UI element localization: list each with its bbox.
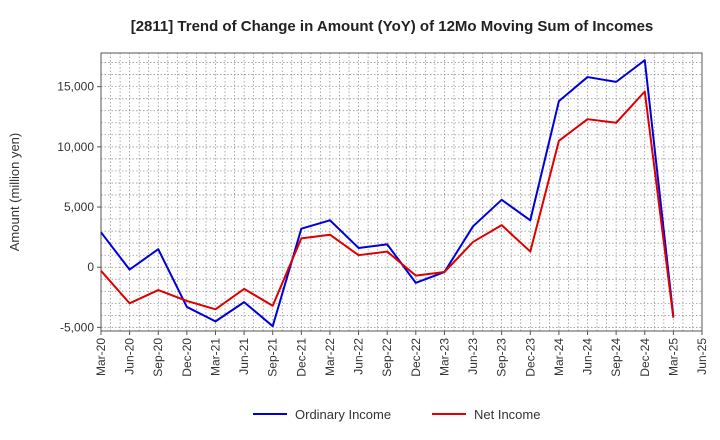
x-tick-label: Mar-20 (94, 338, 108, 376)
x-tick-label: Jun-22 (352, 338, 366, 375)
x-axis-ticks: Mar-20 Jun-20 Sep-20 Dec-20 Mar-21 Jun-21 Sep-… (94, 331, 709, 377)
series-line-net-income (100, 90, 675, 318)
x-tick-label: Mar-22 (323, 338, 337, 376)
x-tick-label: Jun-23 (466, 338, 480, 375)
y-axis-label: Amount (million yen) (7, 133, 22, 252)
x-tick-label: Dec-21 (294, 338, 308, 377)
y-tick-label: 10,000 (57, 140, 94, 154)
x-tick-label: Mar-24 (552, 338, 566, 376)
x-tick-label: Jun-25 (695, 338, 709, 375)
y-tick-label: 0 (87, 260, 94, 274)
x-tick-label: Sep-21 (266, 338, 280, 377)
x-tick-label: Jun-24 (581, 338, 595, 375)
chart-title: [2811] Trend of Change in Amount (YoY) o… (131, 18, 654, 35)
x-tick-label: Dec-20 (180, 338, 194, 377)
legend: Ordinary Income Net Income (253, 407, 540, 422)
x-tick-label: Jun-21 (237, 338, 251, 375)
legend-label-ordinary-income: Ordinary Income (295, 407, 391, 422)
x-tick-label: Jun-20 (123, 338, 137, 375)
y-tick-label: 15,000 (57, 80, 94, 94)
y-tick-label: 5,000 (64, 200, 94, 214)
x-tick-label: Dec-22 (409, 338, 423, 377)
grid (101, 53, 702, 331)
x-tick-label: Mar-23 (437, 338, 451, 376)
x-tick-label: Sep-23 (495, 338, 509, 377)
legend-label-net-income: Net Income (474, 407, 540, 422)
x-tick-label: Mar-21 (208, 338, 222, 376)
x-tick-label: Dec-23 (523, 338, 537, 377)
x-tick-label: Sep-20 (151, 338, 165, 377)
y-axis-ticks: -5,000 0 5,000 10,000 15,000 (57, 80, 101, 334)
x-tick-label: Sep-24 (609, 338, 623, 377)
x-tick-label: Mar-25 (666, 338, 680, 376)
x-tick-label: Sep-22 (380, 338, 394, 377)
y-tick-label: -5,000 (60, 320, 94, 334)
plot-area (100, 52, 703, 332)
x-tick-label: Dec-24 (638, 338, 652, 377)
series-line-ordinary-income (100, 59, 675, 328)
series-lines (100, 59, 675, 328)
